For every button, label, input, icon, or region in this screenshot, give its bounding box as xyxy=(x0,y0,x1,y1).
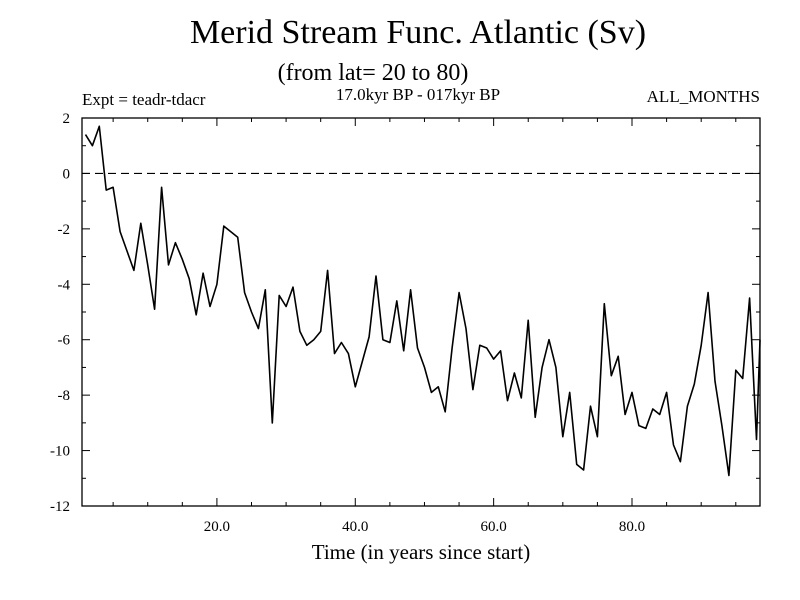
y-tick-label: 0 xyxy=(63,166,71,182)
y-tick-label: -10 xyxy=(50,444,70,460)
plot-frame xyxy=(81,117,761,507)
x-axis-label: Time (in years since start) xyxy=(311,540,531,564)
y-tick-label: -4 xyxy=(58,277,71,293)
x-tick-label: 60.0 xyxy=(481,519,507,535)
y-tick-label: -6 xyxy=(58,333,71,349)
series-line xyxy=(84,125,761,477)
y-tick-label: -12 xyxy=(50,499,70,515)
chart-title: Merid Stream Func. Atlantic (Sv) xyxy=(189,14,647,51)
experiment-label: Expt = teadr-tdacr xyxy=(82,90,206,109)
y-tick-label: -2 xyxy=(58,222,71,238)
x-tick-label: 80.0 xyxy=(619,519,645,535)
x-tick-label: 40.0 xyxy=(342,519,368,535)
chart-subtitle: (from lat= 20 to 80) xyxy=(277,60,469,86)
period-label: 17.0kyr BP - 017kyr BP xyxy=(335,85,501,104)
tick-layer: 2 0 -2 -4 -6 -8 -10 -12 20.0 40.0 60.0 80.0 xyxy=(50,111,760,535)
series-layer xyxy=(84,125,761,477)
y-tick-label: 2 xyxy=(63,111,71,127)
x-tick-label: 20.0 xyxy=(204,519,230,535)
y-tick-label: -8 xyxy=(58,388,71,404)
months-label: ALL_MONTHS xyxy=(646,87,760,106)
